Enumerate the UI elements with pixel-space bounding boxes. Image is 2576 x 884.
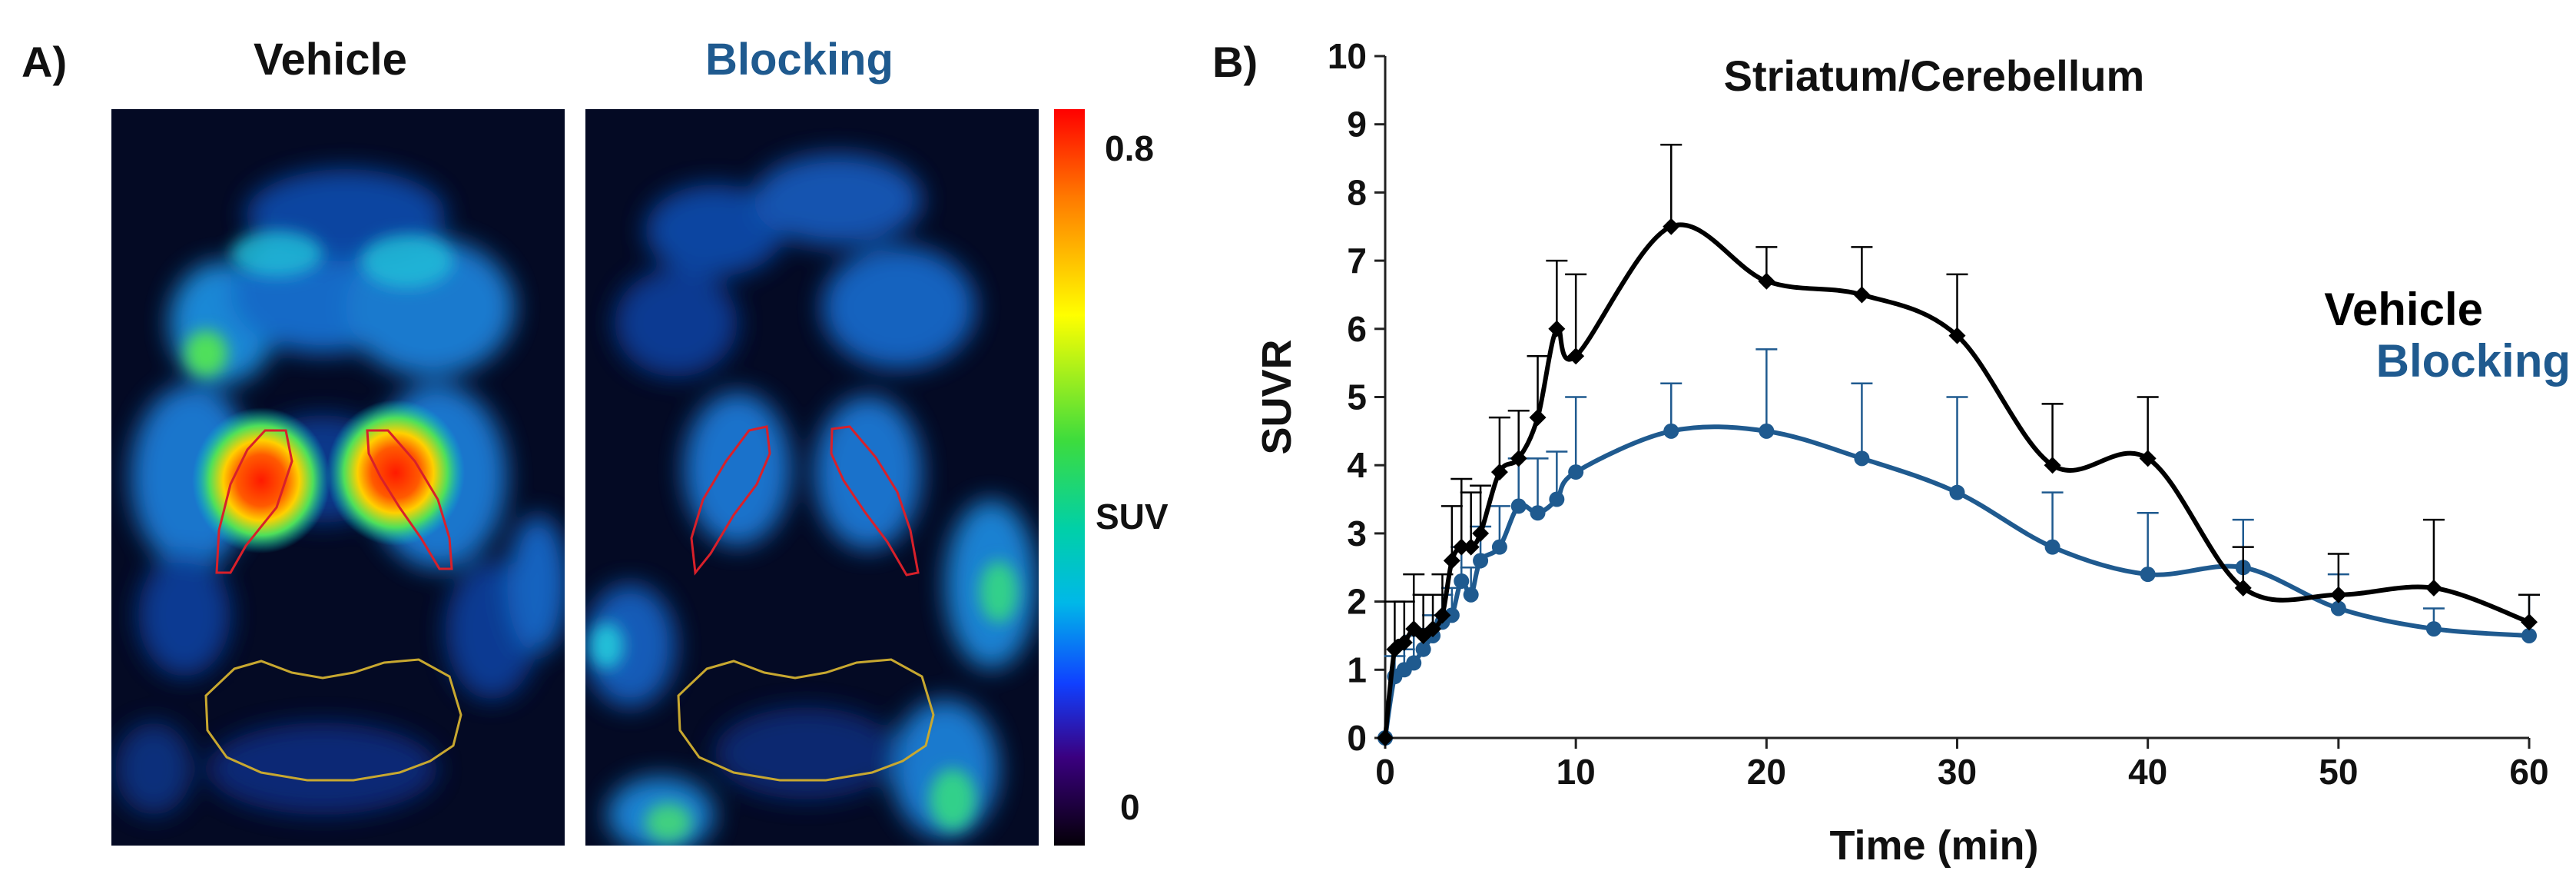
vehicle-marker <box>1548 320 1566 337</box>
y-tick-label-10: 10 <box>1328 36 1367 76</box>
blocking-marker <box>1491 539 1507 555</box>
vehicle-marker <box>1377 729 1394 746</box>
blocking-marker <box>1759 423 1775 439</box>
y-tick-label-0: 0 <box>1347 718 1367 758</box>
blocking-series <box>1378 348 2540 746</box>
blocking-marker <box>1530 505 1546 521</box>
blocking-image-title: Blocking <box>705 35 893 85</box>
chart-title: Striatum/Cerebellum <box>1724 52 2145 100</box>
blocking-marker <box>1463 587 1479 603</box>
blocking-marker <box>2330 600 2346 616</box>
vehicle-marker <box>1434 607 1451 624</box>
blocking-marker <box>1854 450 1870 467</box>
x-tick-label-20: 20 <box>1747 752 1786 792</box>
panel-b-letter: B) <box>1212 38 1258 86</box>
y-tick-label-4: 4 <box>1347 445 1367 485</box>
colorbar-max-label: 0.8 <box>1105 128 1154 168</box>
vehicle-marker <box>1663 218 1680 235</box>
vehicle-marker <box>2521 613 2538 631</box>
y-tick-label-3: 3 <box>1347 513 1367 553</box>
vehicle-marker <box>1490 464 1508 481</box>
x-tick-label-10: 10 <box>1557 752 1596 792</box>
legend-vehicle: Vehicle <box>2324 284 2483 335</box>
vehicle-marker <box>2139 450 2157 467</box>
blocking-marker <box>1454 573 1470 589</box>
suv-colorbar <box>1054 109 1085 846</box>
blocking-marker <box>1473 553 1489 569</box>
x-axis-title: Time (min) <box>1829 823 2038 869</box>
y-tick-label-7: 7 <box>1347 241 1367 281</box>
blocking-marker <box>1663 423 1679 439</box>
vehicle-marker <box>1510 450 1527 467</box>
vehicle-image-title: Vehicle <box>254 35 407 85</box>
vehicle-marker <box>1853 286 1871 304</box>
vehicle-marker <box>2044 457 2061 474</box>
x-tick-label-0: 0 <box>1375 752 1395 792</box>
vehicle-marker <box>2329 586 2347 603</box>
y-axis-title: SUVR <box>1254 339 1300 454</box>
colorbar-min-label: 0 <box>1120 787 1140 827</box>
blocking-marker <box>2140 567 2156 583</box>
x-tick-label-30: 30 <box>1938 752 1977 792</box>
panel-a: A) Vehicle Blocking <box>0 0 1198 884</box>
legend-blocking: Blocking <box>2376 335 2571 387</box>
blocking-marker <box>2425 621 2442 637</box>
vehicle-marker <box>1758 272 1775 290</box>
vehicle-marker <box>1472 524 1490 542</box>
vehicle-marker <box>1948 327 1966 344</box>
y-tick-label-6: 6 <box>1347 309 1367 349</box>
suvr-chart: 0 1 2 3 4 5 6 7 8 9 10 0 10 20 30 40 50 60 Striatum/Cerebe… <box>1254 36 2571 869</box>
blocking-marker <box>1415 641 1431 657</box>
pet-images-svg <box>111 109 1085 846</box>
y-tick-label-9: 9 <box>1347 105 1367 145</box>
blocking-pet-image <box>585 109 1039 846</box>
blocking-marker <box>1549 491 1565 507</box>
vehicle-pet-image <box>111 109 565 846</box>
blocking-marker <box>2044 539 2060 555</box>
y-tick-label-1: 1 <box>1347 650 1367 690</box>
vehicle-marker <box>2425 579 2442 597</box>
vehicle-marker <box>2234 579 2252 597</box>
y-tick-label-5: 5 <box>1347 377 1367 417</box>
blocking-marker <box>1949 484 1965 500</box>
vehicle-marker <box>1529 409 1547 427</box>
y-tick-label-2: 2 <box>1347 582 1367 622</box>
blocking-marker <box>1406 655 1422 671</box>
panel-a-letter: A) <box>22 38 68 86</box>
vehicle-series <box>1377 144 2540 746</box>
x-tick-label-50: 50 <box>2319 752 2358 792</box>
vehicle-marker <box>1453 538 1470 556</box>
y-tick-label-8: 8 <box>1347 172 1367 212</box>
x-tick-label-40: 40 <box>2128 752 2167 792</box>
vehicle-marker <box>1443 552 1460 570</box>
vehicle-marker <box>1424 620 1442 638</box>
blocking-marker <box>1444 607 1460 623</box>
blocking-marker <box>1510 498 1527 514</box>
blocking-marker <box>2521 627 2537 643</box>
vehicle-marker <box>1462 538 1480 556</box>
vehicle-marker <box>1395 633 1413 651</box>
x-tick-label-60: 60 <box>2509 752 2548 792</box>
colorbar-mid-label: SUV <box>1096 497 1169 537</box>
blocking-marker <box>1568 464 1584 480</box>
